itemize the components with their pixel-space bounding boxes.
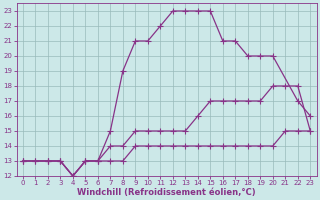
X-axis label: Windchill (Refroidissement éolien,°C): Windchill (Refroidissement éolien,°C) xyxy=(77,188,256,197)
